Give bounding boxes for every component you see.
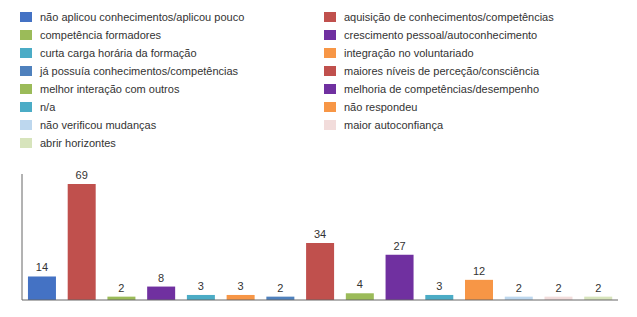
html-text:não respondeu: não respondeu: [344, 101, 418, 113]
html-text:maior autoconfiança: maior autoconfiança: [344, 119, 444, 131]
svg-text:4: 4: [357, 278, 363, 290]
html-text:competência formadores: competência formadores: [40, 29, 162, 41]
html-text:n/a: n/a: [40, 101, 56, 113]
svg-text:2: 2: [595, 282, 601, 294]
html-text:integração no voluntariado: integração no voluntariado: [344, 47, 474, 59]
svg-text:3: 3: [238, 280, 244, 292]
html-text:crescimento pessoal/autoconhec: crescimento pessoal/autoconhecimento: [344, 29, 538, 41]
html-text:abrir horizontes: abrir horizontes: [40, 137, 116, 149]
html-text:curta carga horária da formaçã: curta carga horária da formação: [40, 47, 197, 59]
svg-text:3: 3: [198, 280, 204, 292]
svg-text:12: 12: [473, 265, 485, 277]
svg-text:3: 3: [436, 280, 442, 292]
svg-text:69: 69: [76, 169, 88, 181]
svg-text:2: 2: [118, 282, 124, 294]
html-text:melhor interação com outros: melhor interação com outros: [40, 83, 180, 95]
html-text:aquisição de conhecimentos/com: aquisição de conhecimentos/competências: [344, 11, 554, 23]
html-text:não verificou mudanças: não verificou mudanças: [40, 119, 157, 131]
html-text:maiores níveis de perceção/con: maiores níveis de perceção/consciência: [344, 65, 539, 77]
svg-text:2: 2: [516, 282, 522, 294]
svg-text:14: 14: [36, 261, 48, 273]
html-text:não aplicou conhecimentos/apli: não aplicou conhecimentos/aplicou pouco: [40, 11, 245, 23]
svg-text:2: 2: [277, 282, 283, 294]
html-text:melhoria de competências/desem: melhoria de competências/desempenho: [344, 83, 540, 95]
svg-text:8: 8: [158, 272, 164, 284]
svg-text:2: 2: [555, 282, 561, 294]
svg-text:27: 27: [393, 240, 405, 252]
svg-text:34: 34: [314, 228, 326, 240]
html-text:já possuía conhecimentos/compe: já possuía conhecimentos/competências: [40, 65, 239, 77]
